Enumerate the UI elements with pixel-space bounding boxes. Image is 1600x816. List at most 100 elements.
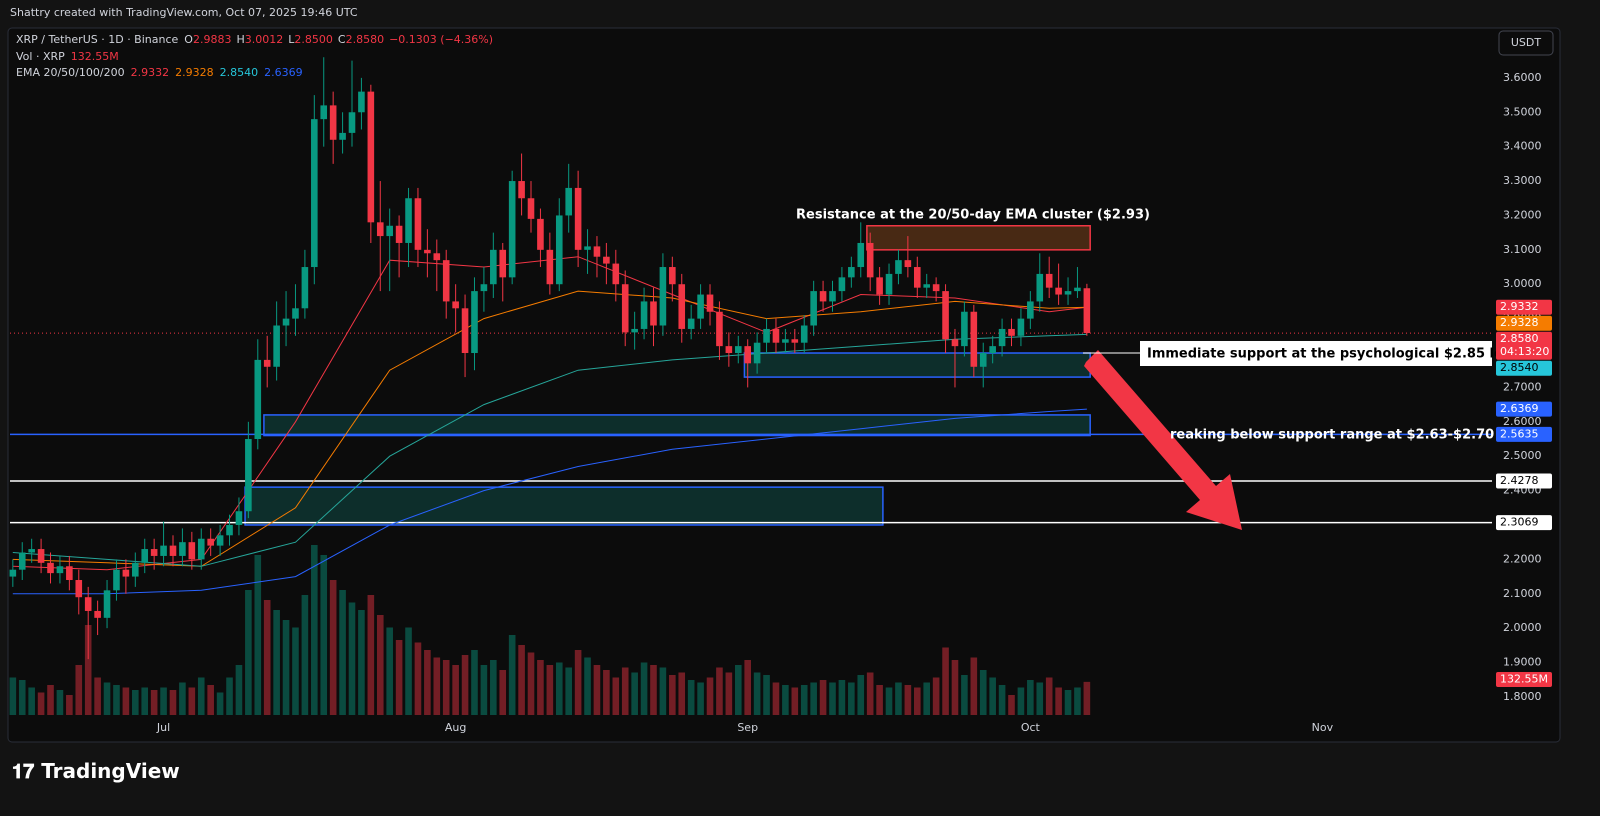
volume-bar: [216, 692, 224, 715]
candle-body: [141, 549, 149, 563]
volume-bar: [584, 657, 591, 715]
candle-body: [810, 291, 817, 326]
y-tick-label: 3.2000: [1503, 208, 1542, 221]
x-tick-label: Aug: [445, 721, 466, 734]
volume-bar: [961, 675, 968, 715]
candle-body: [216, 535, 224, 546]
volume-bar: [179, 682, 186, 715]
volume-bar: [631, 672, 638, 715]
volume-bar: [386, 627, 393, 715]
price-tag-label: 2.4278: [1500, 474, 1539, 487]
candle-body: [75, 580, 83, 598]
y-tick-label: 3.4000: [1503, 140, 1542, 153]
candle-body: [546, 249, 554, 285]
volume-bar: [367, 595, 375, 715]
candle-body: [254, 359, 262, 439]
volume-bar: [207, 685, 214, 715]
candle-body: [555, 215, 563, 285]
candle-body: [716, 311, 723, 347]
volume-bar: [574, 650, 582, 715]
ohlc-value: 2.8580: [346, 33, 385, 46]
x-tick-label: Oct: [1021, 721, 1041, 734]
volume-bar: [376, 615, 384, 715]
volume-bar: [273, 610, 280, 715]
volume-bar: [527, 652, 535, 715]
candle-body: [329, 105, 337, 140]
volume-bar: [348, 602, 356, 715]
y-tick-label: 2.1000: [1503, 587, 1542, 600]
volume-bar: [904, 685, 912, 715]
zone: [244, 486, 884, 526]
candle-body: [791, 339, 799, 343]
volume-bar: [998, 685, 1006, 715]
candle-body: [197, 538, 205, 560]
volume-bar: [122, 687, 130, 715]
volume-bar: [37, 692, 45, 715]
volume-bar: [848, 682, 855, 715]
volume-bar: [94, 677, 101, 715]
ohlc-key: H: [236, 33, 244, 46]
volume-bar: [763, 675, 770, 715]
volume-bar: [169, 690, 177, 715]
volume-bar: [979, 670, 987, 715]
y-tick-label: 2.2000: [1503, 552, 1542, 565]
volume-bar: [603, 670, 610, 715]
ema-line: [12, 408, 1087, 595]
candle-body: [923, 284, 931, 288]
symbol: XRP / TetherUS · 1D · Binance: [16, 33, 179, 46]
price-tag-label: 2.5635: [1500, 427, 1539, 440]
credit: Shattry created with TradingView.com, Oc…: [10, 6, 358, 19]
candle-body: [734, 346, 742, 354]
zone: [743, 352, 1091, 378]
ohlc-key: C: [338, 33, 346, 46]
candle-body: [442, 260, 450, 302]
candle-body: [1045, 273, 1053, 288]
volume-bar: [424, 650, 431, 715]
x-tick-label: Jul: [156, 721, 170, 734]
candle-body: [800, 325, 808, 343]
volume-bar: [150, 690, 158, 715]
candle-body: [84, 597, 92, 611]
volume-bar: [923, 682, 931, 715]
candle-body: [263, 359, 271, 367]
volume-bar: [1017, 687, 1025, 715]
volume-bar: [471, 650, 478, 715]
volume-bar: [480, 665, 488, 715]
volume-bar: [716, 667, 723, 715]
candle-body: [725, 346, 733, 354]
candle-body: [951, 339, 959, 347]
currency-button[interactable]: [1498, 30, 1554, 56]
y-tick-label: 3.1000: [1503, 243, 1542, 256]
y-tick-label: 1.8000: [1503, 690, 1542, 703]
volume-bar: [895, 682, 902, 715]
volume-bar: [640, 662, 648, 715]
price-tag: [1496, 315, 1552, 331]
volume-bar: [329, 580, 337, 715]
candle-body: [37, 549, 45, 563]
volume-bar: [791, 687, 799, 715]
chart-panel: [7, 27, 1561, 743]
volume-bar: [395, 640, 403, 715]
candle-body: [433, 253, 441, 261]
candle-body: [282, 318, 290, 326]
candle-body: [1036, 273, 1044, 302]
currency[interactable]: USDT: [1511, 36, 1542, 49]
volume-bar: [772, 682, 780, 715]
volume-bar: [339, 590, 346, 715]
price-tag: [1496, 331, 1552, 360]
volume-bar: [838, 680, 846, 715]
volume-bar: [245, 590, 252, 715]
volume-bar: [1083, 681, 1091, 715]
candle-body: [678, 284, 686, 329]
ohlc-value: 3.0012: [245, 33, 284, 46]
candle-body: [1027, 301, 1034, 319]
candle-body: [998, 328, 1006, 347]
candle-body: [621, 284, 629, 333]
candle-body: [895, 260, 902, 274]
candle-body: [367, 91, 375, 223]
candle-body: [301, 267, 309, 309]
ema-value: 2.9328: [175, 66, 214, 79]
candle-body: [348, 112, 356, 133]
candle-body: [9, 569, 17, 577]
volume-bar: [452, 665, 459, 715]
